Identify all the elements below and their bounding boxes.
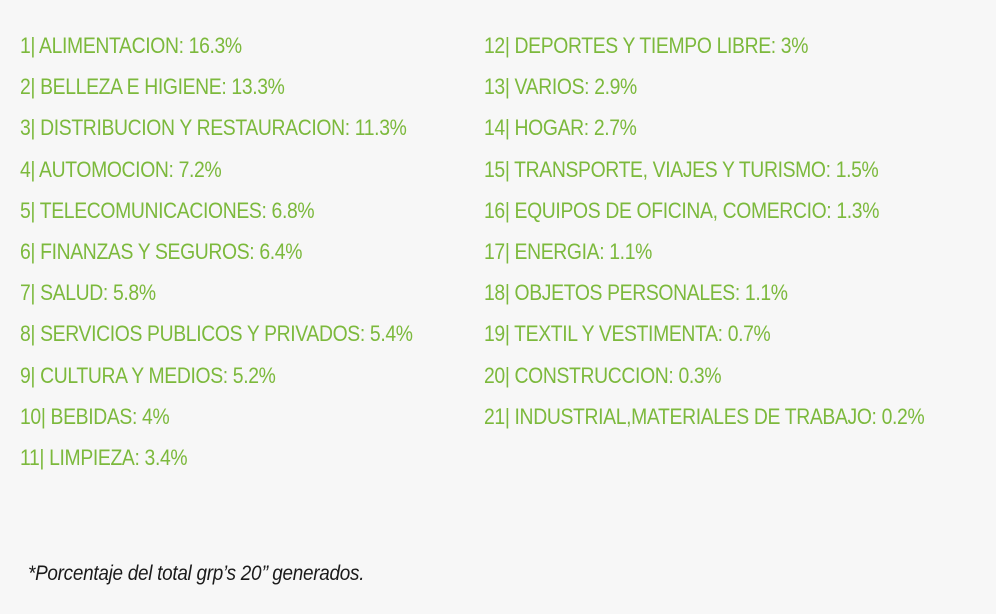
category-item: 21| INDUSTRIAL,MATERIALES DE TRABAJO: 0.… <box>484 403 925 429</box>
category-item: 8| SERVICIOS PUBLICOS Y PRIVADOS: 5.4% <box>20 321 413 347</box>
category-item: 15| TRANSPORTE, VIAJES Y TURISMO: 1.5% <box>484 156 879 182</box>
category-item: 12| DEPORTES Y TIEMPO LIBRE: 3% <box>484 33 809 58</box>
category-item: 18| OBJETOS PERSONALES: 1.1% <box>484 280 788 306</box>
category-item: 10| BEBIDAS: 4% <box>20 403 170 429</box>
footnote: *Porcentaje del total grp’s 20’’ generad… <box>28 562 365 585</box>
category-item: 13| VARIOS: 2.9% <box>484 74 637 100</box>
category-item: 7| SALUD: 5.8% <box>20 280 156 306</box>
category-item: 17| ENERGIA: 1.1% <box>484 238 652 264</box>
category-item: 20| CONSTRUCCION: 0.3% <box>484 362 722 388</box>
category-item: 1| ALIMENTACION: 16.3% <box>20 33 242 58</box>
category-item: 14| HOGAR: 2.7% <box>484 115 637 141</box>
category-item: 5| TELECOMUNICACIONES: 6.8% <box>20 197 315 223</box>
category-list-right: 12| DEPORTES Y TIEMPO LIBRE: 3% 13| VARI… <box>484 28 984 440</box>
category-item: 9| CULTURA Y MEDIOS: 5.2% <box>20 362 276 388</box>
category-item: 6| FINANZAS Y SEGUROS: 6.4% <box>20 238 303 264</box>
category-list-left: 1| ALIMENTACION: 16.3% 2| BELLEZA E HIGI… <box>20 28 466 481</box>
category-item: 3| DISTRIBUCION Y RESTAURACION: 11.3% <box>20 115 407 141</box>
category-item: 4| AUTOMOCION: 7.2% <box>20 156 222 182</box>
category-item: 19| TEXTIL Y VESTIMENTA: 0.7% <box>484 321 771 347</box>
category-item: 11| LIMPIEZA: 3.4% <box>20 444 188 470</box>
category-item: 16| EQUIPOS DE OFICINA, COMERCIO: 1.3% <box>484 197 880 223</box>
category-item: 2| BELLEZA E HIGIENE: 13.3% <box>20 74 285 100</box>
